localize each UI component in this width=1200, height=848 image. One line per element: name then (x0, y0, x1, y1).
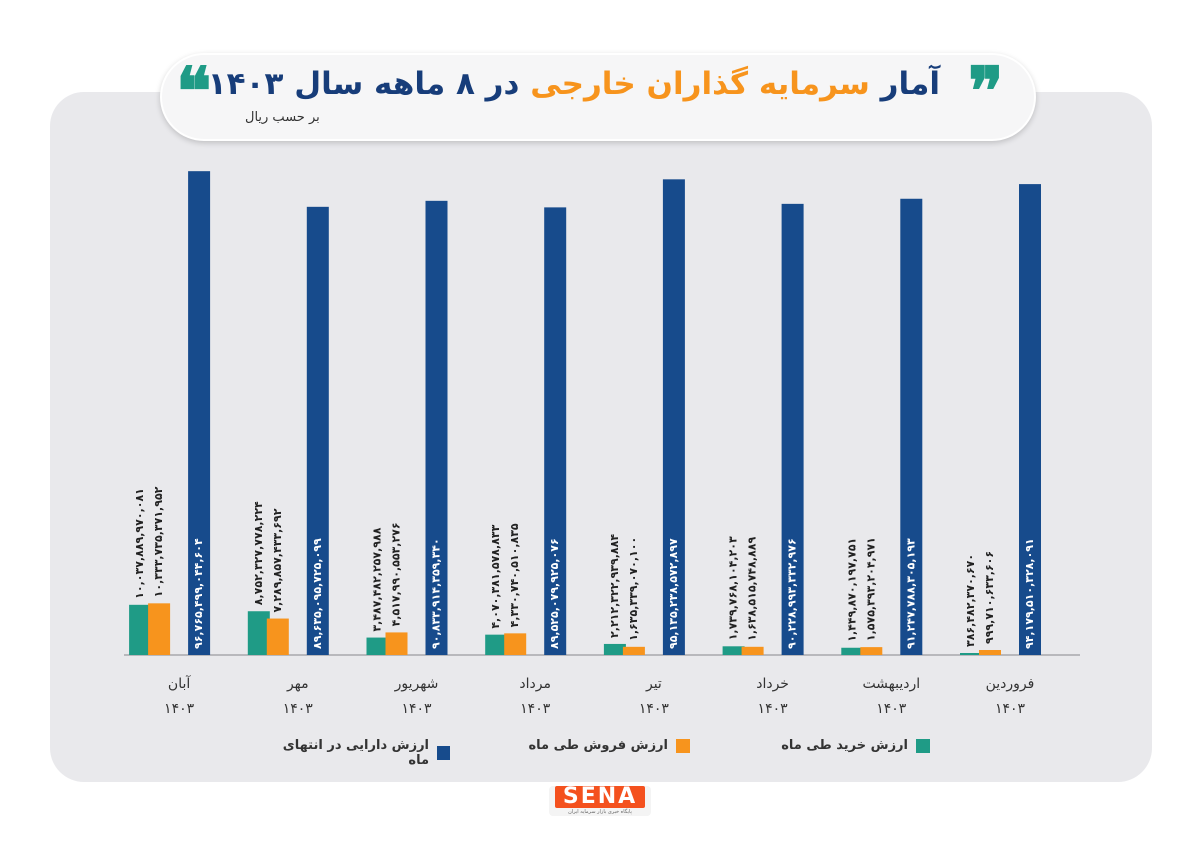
bar-assets-month-4 (662, 179, 685, 656)
category-label-month-5: مرداد (519, 676, 551, 692)
title-banner (160, 53, 1036, 141)
bar-buy-month-6 (366, 637, 389, 655)
bar-sell-month-5 (504, 633, 527, 655)
bar-buy-month-4 (603, 643, 626, 655)
data-label-buy-month-6: ۳,۴۸۷,۴۸۲,۲۵۷,۹۸۸ (371, 527, 384, 631)
bar-buy-month-2 (841, 647, 864, 655)
sena-logo: SENA پایگاه خبری بازار سرمایه ایران (549, 784, 651, 816)
data-label-sell-month-1: ۹۹۹,۷۱۰,۶۳۳,۶۰۶ (983, 551, 996, 644)
data-label-buy-month-7: ۸,۷۵۲,۳۲۷,۷۷۸,۲۲۴ (252, 501, 265, 605)
bar-buy-month-3 (722, 646, 745, 655)
data-label-assets-month-1: ۹۴,۱۷۹,۵۱۰,۳۲۸,۰۹۱ (1023, 538, 1036, 649)
category-label-month-3: خرداد (756, 676, 789, 692)
legend-item-sell: ارزش فروش طی ماه (528, 738, 690, 753)
title-part2: در ۸ ماهه سال ۱۴۰۳ (207, 66, 531, 102)
chart-card (50, 92, 1152, 782)
quote-open-icon: ❞ (968, 52, 1004, 130)
bar-sell-month-4 (622, 646, 645, 655)
data-label-assets-month-3: ۹۰,۲۲۸,۹۹۳,۳۳۲,۹۷۶ (786, 538, 799, 649)
data-label-buy-month-5: ۴,۰۷۰,۳۸۱,۵۷۸,۸۳۳ (489, 524, 502, 628)
year-label-month-7: ۱۴۰۳ (283, 701, 314, 717)
data-label-buy-month-8: ۱۰,۰۳۷,۸۸۹,۹۷۰,۰۸۱ (133, 488, 146, 599)
category-label-month-7: مهر (286, 676, 309, 692)
category-label-month-1: فروردین (986, 676, 1035, 692)
data-label-assets-month-8: ۹۶,۷۶۵,۴۹۹,۰۴۴,۶۰۴ (192, 538, 205, 649)
data-label-sell-month-2: ۱,۵۷۵,۳۹۳,۲۰۴,۹۷۱ (864, 537, 877, 641)
year-label-month-8: ۱۴۰۳ (164, 701, 195, 717)
category-label-month-4: تیر (645, 676, 662, 692)
bar-buy-month-5 (485, 634, 508, 655)
quote-close-icon: ❝ (176, 52, 212, 130)
logo-subtext: پایگاه خبری بازار سرمایه ایران (568, 809, 632, 815)
title-part1: آمار (869, 66, 940, 102)
bar-sell-month-6 (385, 632, 408, 655)
data-label-sell-month-3: ۱,۶۳۸,۵۱۵,۷۴۸,۸۸۹ (746, 537, 759, 641)
legend-swatch-assets (437, 746, 450, 760)
data-label-buy-month-1: ۳۸۶,۴۸۲,۳۷۰,۶۷۰ (964, 554, 977, 647)
data-label-buy-month-3: ۱,۷۳۹,۷۶۸,۱۰۴,۲۰۳ (727, 536, 740, 640)
bar-assets-month-1 (1019, 184, 1041, 655)
year-label-month-4: ۱۴۰۳ (639, 701, 670, 717)
legend-label-assets: ارزش دارایی در انتهای ماه (282, 738, 430, 768)
data-label-assets-month-5: ۸۹,۵۲۵,۰۷۹,۹۲۵,۰۷۶ (548, 538, 561, 649)
bar-buy-month-8 (129, 604, 152, 655)
bar-assets-month-5 (544, 207, 567, 655)
bar-buy-month-7 (247, 611, 270, 655)
bar-sell-month-2 (860, 647, 883, 655)
legend-swatch-buy (916, 738, 930, 753)
year-label-month-1: ۱۴۰۳ (995, 701, 1026, 717)
data-label-sell-month-7: ۷,۲۸۹,۸۵۷,۴۳۳,۶۹۲ (271, 508, 284, 612)
category-label-month-6: شهریور (394, 676, 439, 692)
bar-assets-month-6 (425, 200, 448, 655)
data-label-buy-month-4: ۲,۲۱۲,۳۲۲,۹۳۹,۸۸۴ (608, 534, 621, 638)
legend: ارزش دارایی در انتهای ماه ارزش فروش طی م… (270, 738, 930, 768)
data-label-sell-month-8: ۱۰,۳۳۳,۷۳۵,۳۷۱,۹۵۲ (152, 486, 165, 597)
data-label-assets-month-4: ۹۵,۱۳۵,۲۳۸,۵۷۲,۸۹۷ (667, 538, 680, 649)
data-label-sell-month-4: ۱,۶۳۵,۳۳۹,۰۷۰,۱۰۰ (627, 537, 640, 641)
data-label-sell-month-6: ۴,۵۱۷,۹۹۰,۵۵۳,۲۷۶ (390, 522, 403, 626)
category-label-month-8: آبان (168, 675, 191, 692)
data-label-assets-month-6: ۹۰,۸۳۳,۹۱۴,۳۵۹,۳۴۰ (430, 538, 443, 649)
year-label-month-5: ۱۴۰۳ (520, 701, 551, 717)
bar-sell-month-1 (979, 650, 1001, 655)
data-label-sell-month-5: ۴,۳۳۰,۷۴۰,۵۱۰,۸۳۵ (508, 523, 521, 627)
legend-label-buy: ارزش خرید طی ماه (781, 738, 908, 753)
chart-title: آمار سرمایه گذاران خارجی در ۸ ماهه سال ۱… (208, 66, 940, 102)
data-label-assets-month-7: ۸۹,۶۳۵,۰۹۵,۷۲۵,۰۹۹ (311, 538, 324, 649)
bar-assets-month-2 (900, 198, 923, 656)
year-label-month-3: ۱۴۰۳ (758, 701, 789, 717)
logo-background (555, 786, 645, 808)
bar-buy-month-1 (960, 653, 982, 655)
category-label-month-2: اردیبهشت (862, 676, 920, 692)
year-label-month-6: ۱۴۰۳ (401, 701, 432, 717)
year-label-month-2: ۱۴۰۳ (876, 701, 907, 717)
legend-item-assets: ارزش دارایی در انتهای ماه (270, 738, 450, 768)
bar-sell-month-8 (148, 603, 171, 655)
bar-assets-month-8 (188, 171, 211, 656)
logo-text: SENA (562, 784, 638, 809)
legend-swatch-sell (676, 738, 690, 753)
data-label-buy-month-2: ۱,۴۴۹,۸۷۰,۱۹۷,۷۵۱ (845, 538, 858, 642)
bar-assets-month-7 (306, 206, 329, 655)
bar-sell-month-3 (741, 646, 764, 655)
legend-item-buy: ارزش خرید طی ماه (781, 738, 930, 753)
chart-subtitle: بر حسب ریال (245, 110, 320, 125)
legend-label-sell: ارزش فروش طی ماه (528, 738, 668, 753)
bar-assets-month-3 (781, 203, 804, 655)
bar-sell-month-7 (266, 618, 289, 655)
data-label-assets-month-2: ۹۱,۲۴۷,۷۸۸,۳۰۵,۱۹۳ (904, 538, 917, 649)
title-highlight: سرمایه گذاران خارجی (530, 66, 870, 102)
